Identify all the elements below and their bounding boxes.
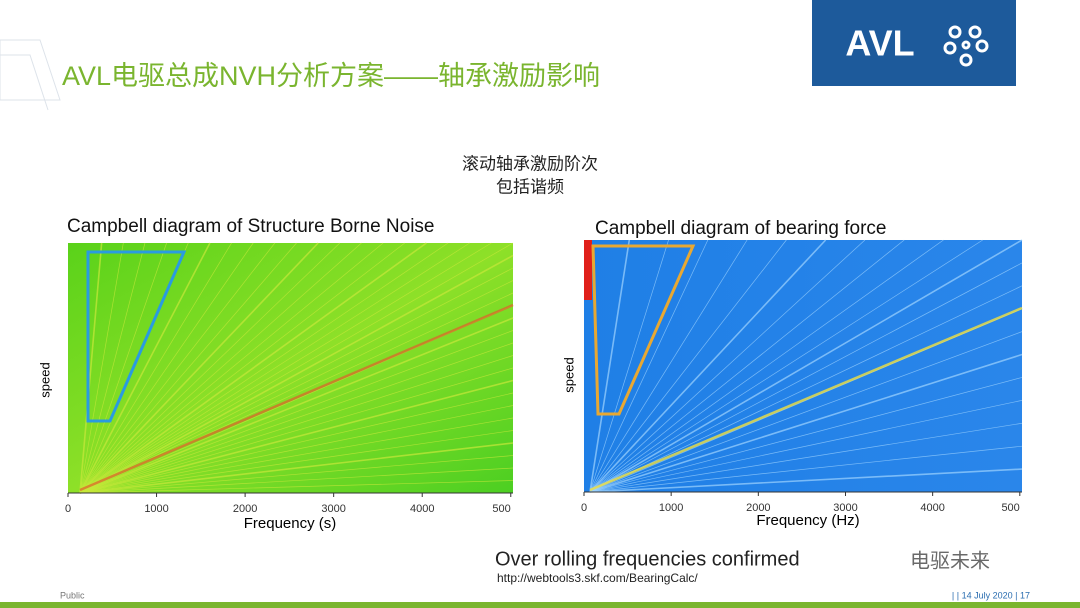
x-tick-label: 1000 xyxy=(659,502,683,514)
note: Over rolling frequencies confirmed xyxy=(495,548,800,570)
ray xyxy=(79,242,362,494)
ray xyxy=(589,239,944,493)
ray xyxy=(589,422,1023,493)
x-tick-label: 3000 xyxy=(321,503,345,515)
ray xyxy=(79,242,405,494)
ray xyxy=(589,306,1023,492)
ray xyxy=(79,417,514,494)
hot-zone xyxy=(584,240,592,300)
ray xyxy=(79,379,514,494)
decor xyxy=(0,39,61,101)
highlight-box xyxy=(591,244,696,416)
ray xyxy=(79,242,211,494)
ray xyxy=(79,467,514,494)
ray xyxy=(79,280,514,494)
ray xyxy=(589,331,1023,493)
ray xyxy=(79,254,514,494)
rays xyxy=(589,239,1023,493)
ray xyxy=(79,242,254,494)
ray xyxy=(589,239,866,493)
footer-bar xyxy=(0,602,1080,608)
rays xyxy=(79,242,514,494)
ray xyxy=(79,242,449,494)
ray xyxy=(79,242,146,494)
y-label: speed xyxy=(37,362,52,397)
ray xyxy=(79,242,470,494)
ray xyxy=(589,239,631,493)
ray xyxy=(589,239,827,493)
x-tick-label: 1000 xyxy=(144,503,168,515)
ray xyxy=(79,242,167,494)
ray xyxy=(79,392,514,494)
ray xyxy=(79,480,514,494)
x-tick-label: 0 xyxy=(65,503,71,515)
x-tick-label: 500 xyxy=(1001,502,1019,514)
x-tick-label: 0 xyxy=(581,502,587,514)
ray xyxy=(79,355,514,494)
ray xyxy=(589,239,983,493)
ray xyxy=(589,239,748,493)
ray xyxy=(589,353,1023,493)
ray xyxy=(589,239,787,493)
ray xyxy=(589,377,1023,493)
x-tick-label: 500 xyxy=(492,503,510,515)
ray xyxy=(589,400,1023,493)
ray xyxy=(589,262,1023,493)
ray xyxy=(589,239,905,493)
y-label: speed xyxy=(561,357,576,392)
ray xyxy=(79,242,297,494)
x-label: Frequency (s) xyxy=(244,515,337,532)
x-tick-label: 4000 xyxy=(920,502,944,514)
url: http://webtools3.skf.com/BearingCalc/ xyxy=(497,571,698,585)
decor xyxy=(0,54,49,111)
logo-icon xyxy=(943,25,989,67)
ray xyxy=(79,455,514,494)
ray xyxy=(589,239,709,493)
x-tick-label: 2000 xyxy=(746,502,770,514)
ray xyxy=(79,242,103,494)
footer-right: | | 14 July 2020 | 17 xyxy=(952,590,1030,600)
ray xyxy=(79,367,514,494)
ray xyxy=(79,442,514,494)
caption: 滚动轴承激励阶次 xyxy=(462,154,598,173)
x-tick-label: 3000 xyxy=(833,502,857,514)
x-tick-label: 4000 xyxy=(410,503,434,515)
ray xyxy=(79,405,514,494)
ray xyxy=(79,342,514,494)
ray xyxy=(589,285,1023,493)
x-tick-label: 2000 xyxy=(233,503,257,515)
panel-title: Campbell diagram of Structure Borne Nois… xyxy=(67,216,435,237)
ray xyxy=(79,242,427,494)
panel-title: Campbell diagram of bearing force xyxy=(595,218,887,239)
highlight-box xyxy=(86,250,187,423)
ray xyxy=(589,239,1023,493)
logo-box xyxy=(812,0,1016,86)
ray xyxy=(79,430,514,494)
logo-text: AVL xyxy=(845,23,914,64)
title: AVL电驱总成NVH分析方案——轴承激励影响 xyxy=(62,61,600,91)
ray xyxy=(79,303,514,492)
footer-left: Public xyxy=(60,590,85,600)
ray xyxy=(589,445,1023,493)
ray xyxy=(79,242,341,494)
ray xyxy=(79,242,124,494)
ray xyxy=(589,239,669,493)
ray xyxy=(79,242,319,494)
ray xyxy=(79,242,384,494)
ray xyxy=(79,330,514,494)
caption: 包括谐频 xyxy=(496,177,564,196)
ray xyxy=(79,242,514,494)
x-label: Frequency (Hz) xyxy=(756,512,859,529)
watermark: 电驱未来 xyxy=(910,549,990,572)
ray xyxy=(589,468,1023,493)
ray xyxy=(79,242,232,494)
ray xyxy=(79,242,492,494)
ray xyxy=(79,267,514,494)
ray xyxy=(79,242,276,494)
ray xyxy=(79,317,514,494)
